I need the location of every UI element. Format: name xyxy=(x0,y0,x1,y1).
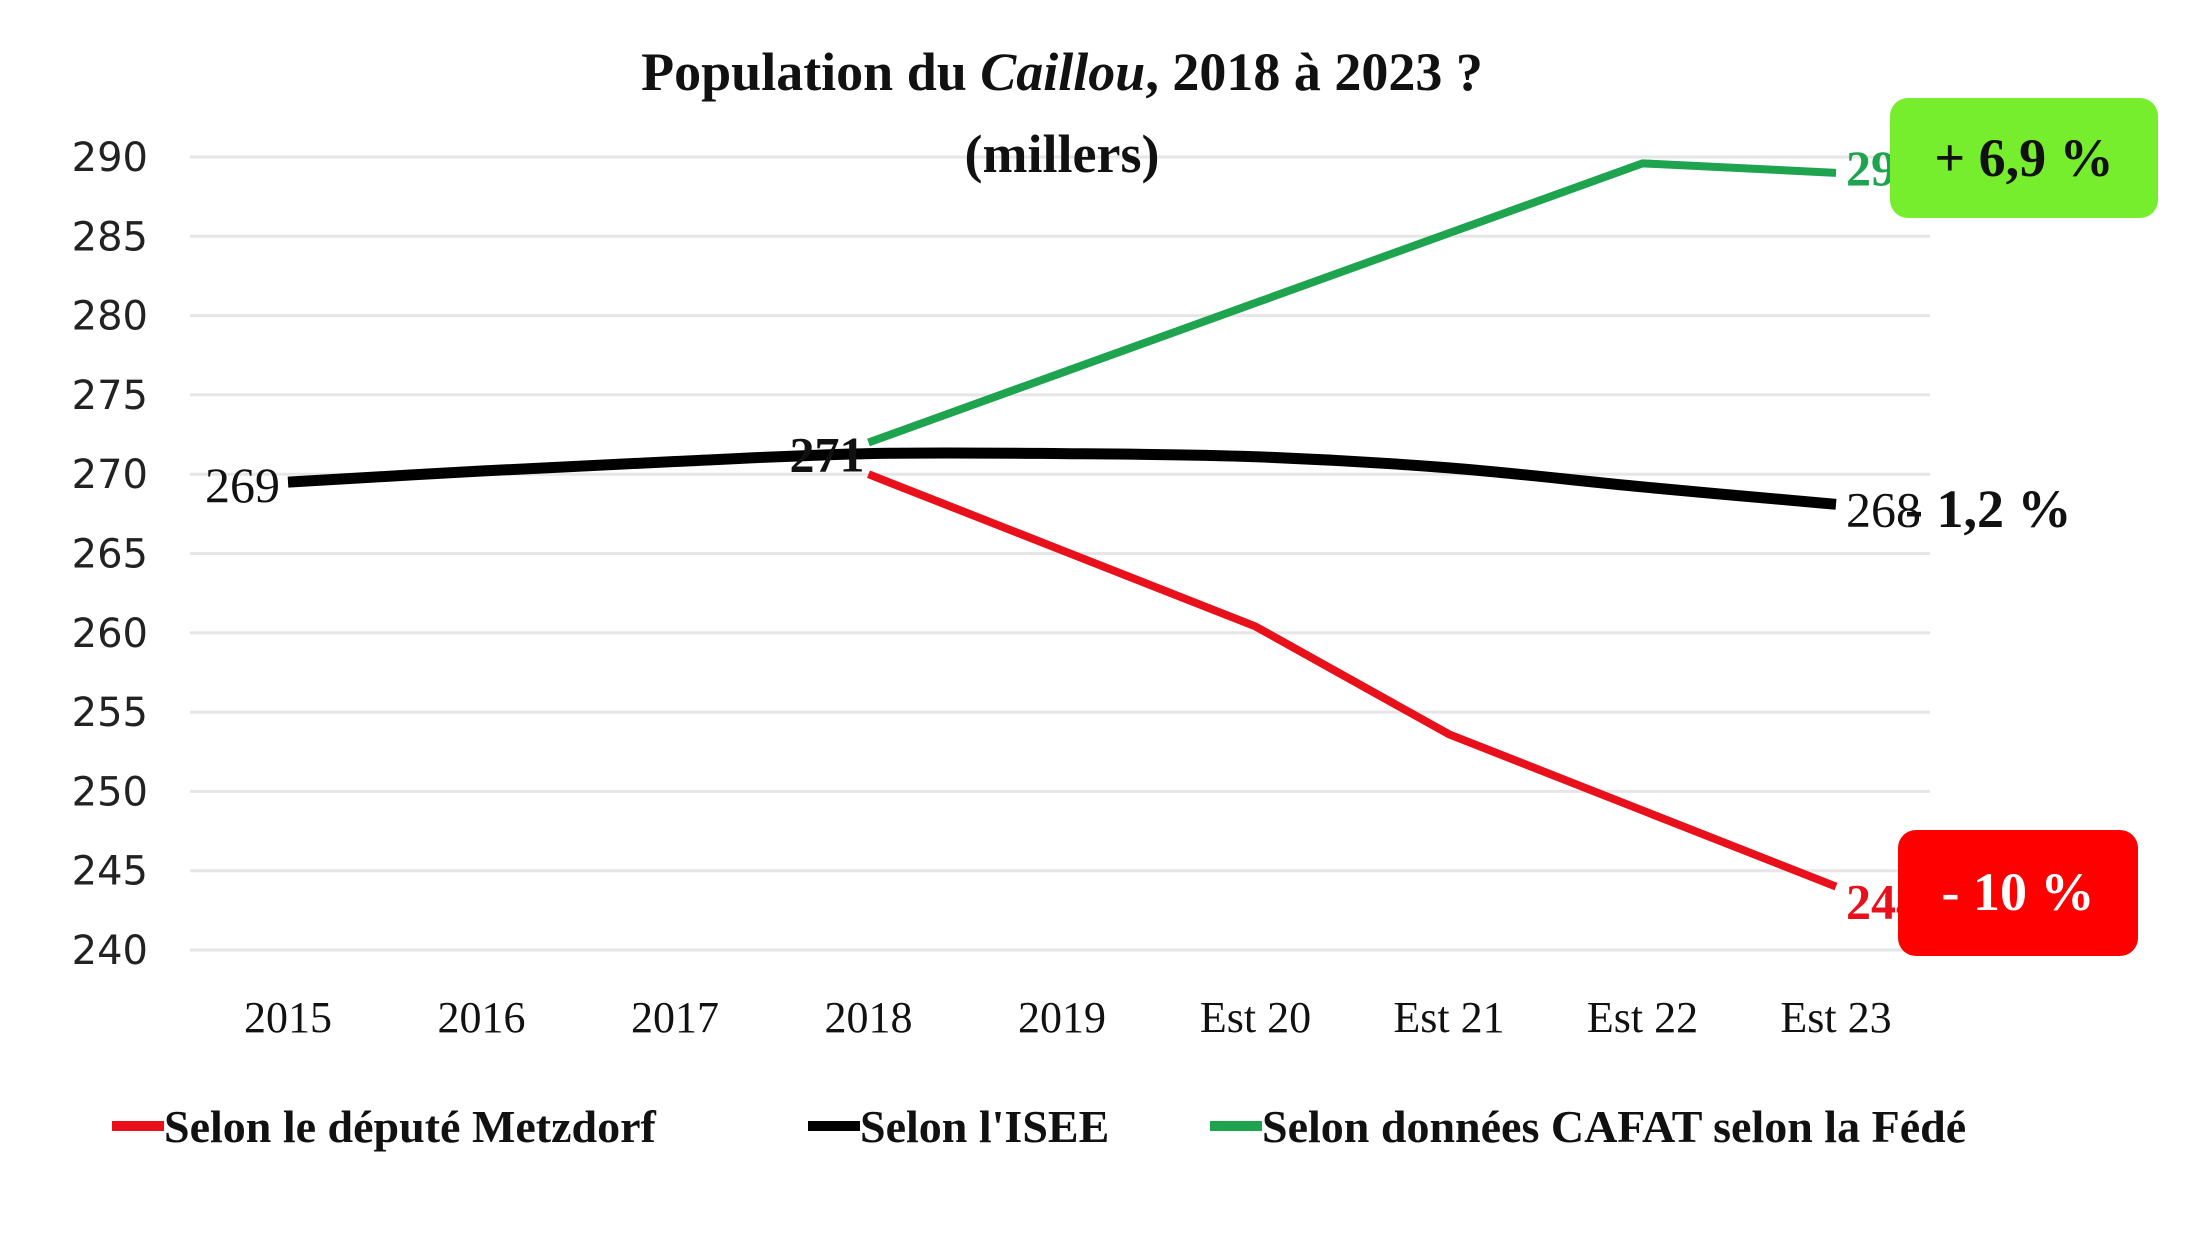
data-label: 269 xyxy=(205,457,280,513)
change-badge-text: + 6,9 % xyxy=(1934,128,2113,188)
change-badge-bg xyxy=(1898,830,2138,956)
legend: Selon le député Metzdorf Selon l'ISEE Selo… xyxy=(112,1101,1966,1152)
series-line-selon-le-depute-metzdorf xyxy=(867,470,1838,891)
x-tick-label: 2017 xyxy=(631,993,719,1042)
y-axis: 240 245 250 255 260 265 270 275 280 285 290 xyxy=(72,135,148,974)
x-tick-label: 2015 xyxy=(244,993,332,1042)
x-tick-label: 2018 xyxy=(825,993,913,1042)
title-part-2: , 2018 à 2023 ? xyxy=(1145,42,1483,102)
chart-subtitle: (millers) xyxy=(965,124,1160,184)
legend-item: Selon l'ISEE xyxy=(808,1101,1109,1152)
y-tick-label: 260 xyxy=(72,611,148,657)
change-badge-text: - 1,2 % xyxy=(1905,479,2071,539)
y-tick-label: 240 xyxy=(72,928,148,974)
y-tick-label: 250 xyxy=(72,769,148,815)
y-tick-label: 265 xyxy=(72,532,148,578)
title-part-0: Population du xyxy=(641,42,980,102)
legend-label: Selon le député Metzdorf xyxy=(164,1101,657,1152)
x-axis: 2015 2016 2017 2018 2019 Est 20 Est 21 Est 22 Es… xyxy=(244,993,1892,1042)
series-lines xyxy=(287,159,1838,891)
y-tick-label: 290 xyxy=(72,135,148,181)
y-tick-label: 280 xyxy=(72,294,148,340)
data-label: 268 xyxy=(1846,481,1921,537)
series-line-selon-l-isee xyxy=(287,447,1837,510)
y-tick-label: 275 xyxy=(72,373,148,419)
legend-label: Selon l'ISEE xyxy=(860,1101,1109,1152)
data-label: 271 xyxy=(790,427,865,483)
legend-item: Selon données CAFAT selon la Fédé xyxy=(1210,1101,1966,1152)
x-tick-label: 2019 xyxy=(1018,993,1106,1042)
x-tick-label: Est 23 xyxy=(1780,993,1891,1042)
change-badge-bg xyxy=(1890,98,2158,218)
x-tick-label: Est 21 xyxy=(1393,993,1504,1042)
chart-title: Population du Caillou, 2018 à 2023 ? xyxy=(641,42,1483,102)
legend-label: Selon données CAFAT selon la Fédé xyxy=(1262,1101,1966,1152)
x-tick-label: Est 20 xyxy=(1200,993,1311,1042)
x-tick-label: Est 22 xyxy=(1587,993,1698,1042)
legend-item: Selon le député Metzdorf xyxy=(112,1101,657,1152)
x-tick-label: 2016 xyxy=(438,993,526,1042)
y-tick-label: 285 xyxy=(72,214,148,260)
series-line-selon-donnees-cafat-selon-la-fede xyxy=(867,159,1837,447)
change-badge-text: - 10 % xyxy=(1942,862,2095,922)
y-tick-label: 255 xyxy=(72,690,148,736)
change-badges: - 10 % - 1,2 % + 6,9 % xyxy=(1890,98,2158,956)
y-tick-label: 270 xyxy=(72,452,148,498)
y-tick-label: 245 xyxy=(72,849,148,895)
title-part-1: Caillou xyxy=(980,42,1145,102)
